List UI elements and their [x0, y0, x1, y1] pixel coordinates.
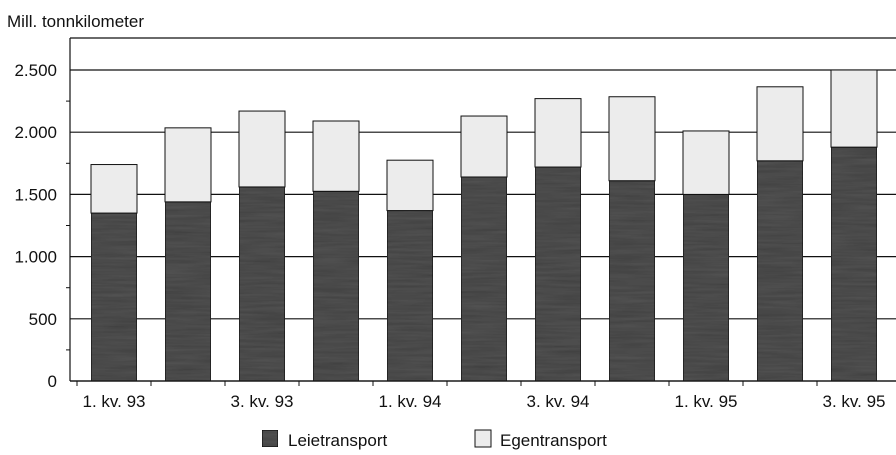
y-tick-label: 0: [48, 372, 57, 391]
legend-swatch-egentransport: [474, 429, 492, 448]
bar-leietransport: [460, 176, 508, 382]
bar-leietransport: [682, 193, 730, 382]
legend: Leietransport Egentransport: [261, 429, 607, 450]
axes: [69, 38, 896, 386]
x-tick-label: 3. kv. 93: [231, 392, 294, 411]
legend-label-egentransport: Egentransport: [500, 431, 607, 450]
bar-leietransport: [830, 146, 878, 382]
bar-egentransport: [90, 164, 138, 214]
bar-leietransport: [164, 201, 212, 382]
legend-label-leietransport: Leietransport: [288, 431, 388, 450]
bar-leietransport: [312, 190, 360, 382]
bar-leietransport: [90, 212, 138, 382]
bar-egentransport: [830, 69, 878, 148]
bar-leietransport: [534, 166, 582, 382]
y-tick-label: 500: [29, 310, 57, 329]
bar-egentransport: [682, 130, 730, 195]
bar-leietransport: [238, 186, 286, 382]
x-tick-label: 3. kv. 95: [823, 392, 886, 411]
bar-egentransport: [238, 110, 286, 188]
x-tick-label: 1. kv. 93: [83, 392, 146, 411]
bars: [90, 69, 878, 382]
y-tick-label: 1.500: [14, 185, 57, 204]
bar-leietransport: [386, 210, 434, 382]
x-tick-labels: 1. kv. 93 3. kv. 93 1. kv. 94 3. kv. 94 1. k…: [83, 392, 886, 411]
bar-egentransport: [608, 96, 656, 182]
y-tick-label: 2.500: [14, 61, 57, 80]
bar-egentransport: [164, 127, 212, 203]
bar-leietransport: [756, 160, 804, 382]
y-axis-label: Mill. tonnkilometer: [7, 12, 144, 31]
y-tick-label: 2.000: [14, 123, 57, 142]
legend-swatch-leietransport: [261, 429, 279, 448]
y-tick-labels: 0 500 1.000 1.500 2.000 2.500: [14, 61, 57, 391]
x-tick-label: 1. kv. 95: [675, 392, 738, 411]
bar-egentransport: [460, 115, 508, 178]
bar-egentransport: [534, 98, 582, 168]
bar-egentransport: [312, 120, 360, 192]
bar-leietransport: [608, 180, 656, 382]
x-tick-label: 3. kv. 94: [527, 392, 590, 411]
y-tick-label: 1.000: [14, 248, 57, 267]
x-tick-label: 1. kv. 94: [379, 392, 442, 411]
bar-egentransport: [386, 159, 434, 212]
bar-egentransport: [756, 86, 804, 162]
